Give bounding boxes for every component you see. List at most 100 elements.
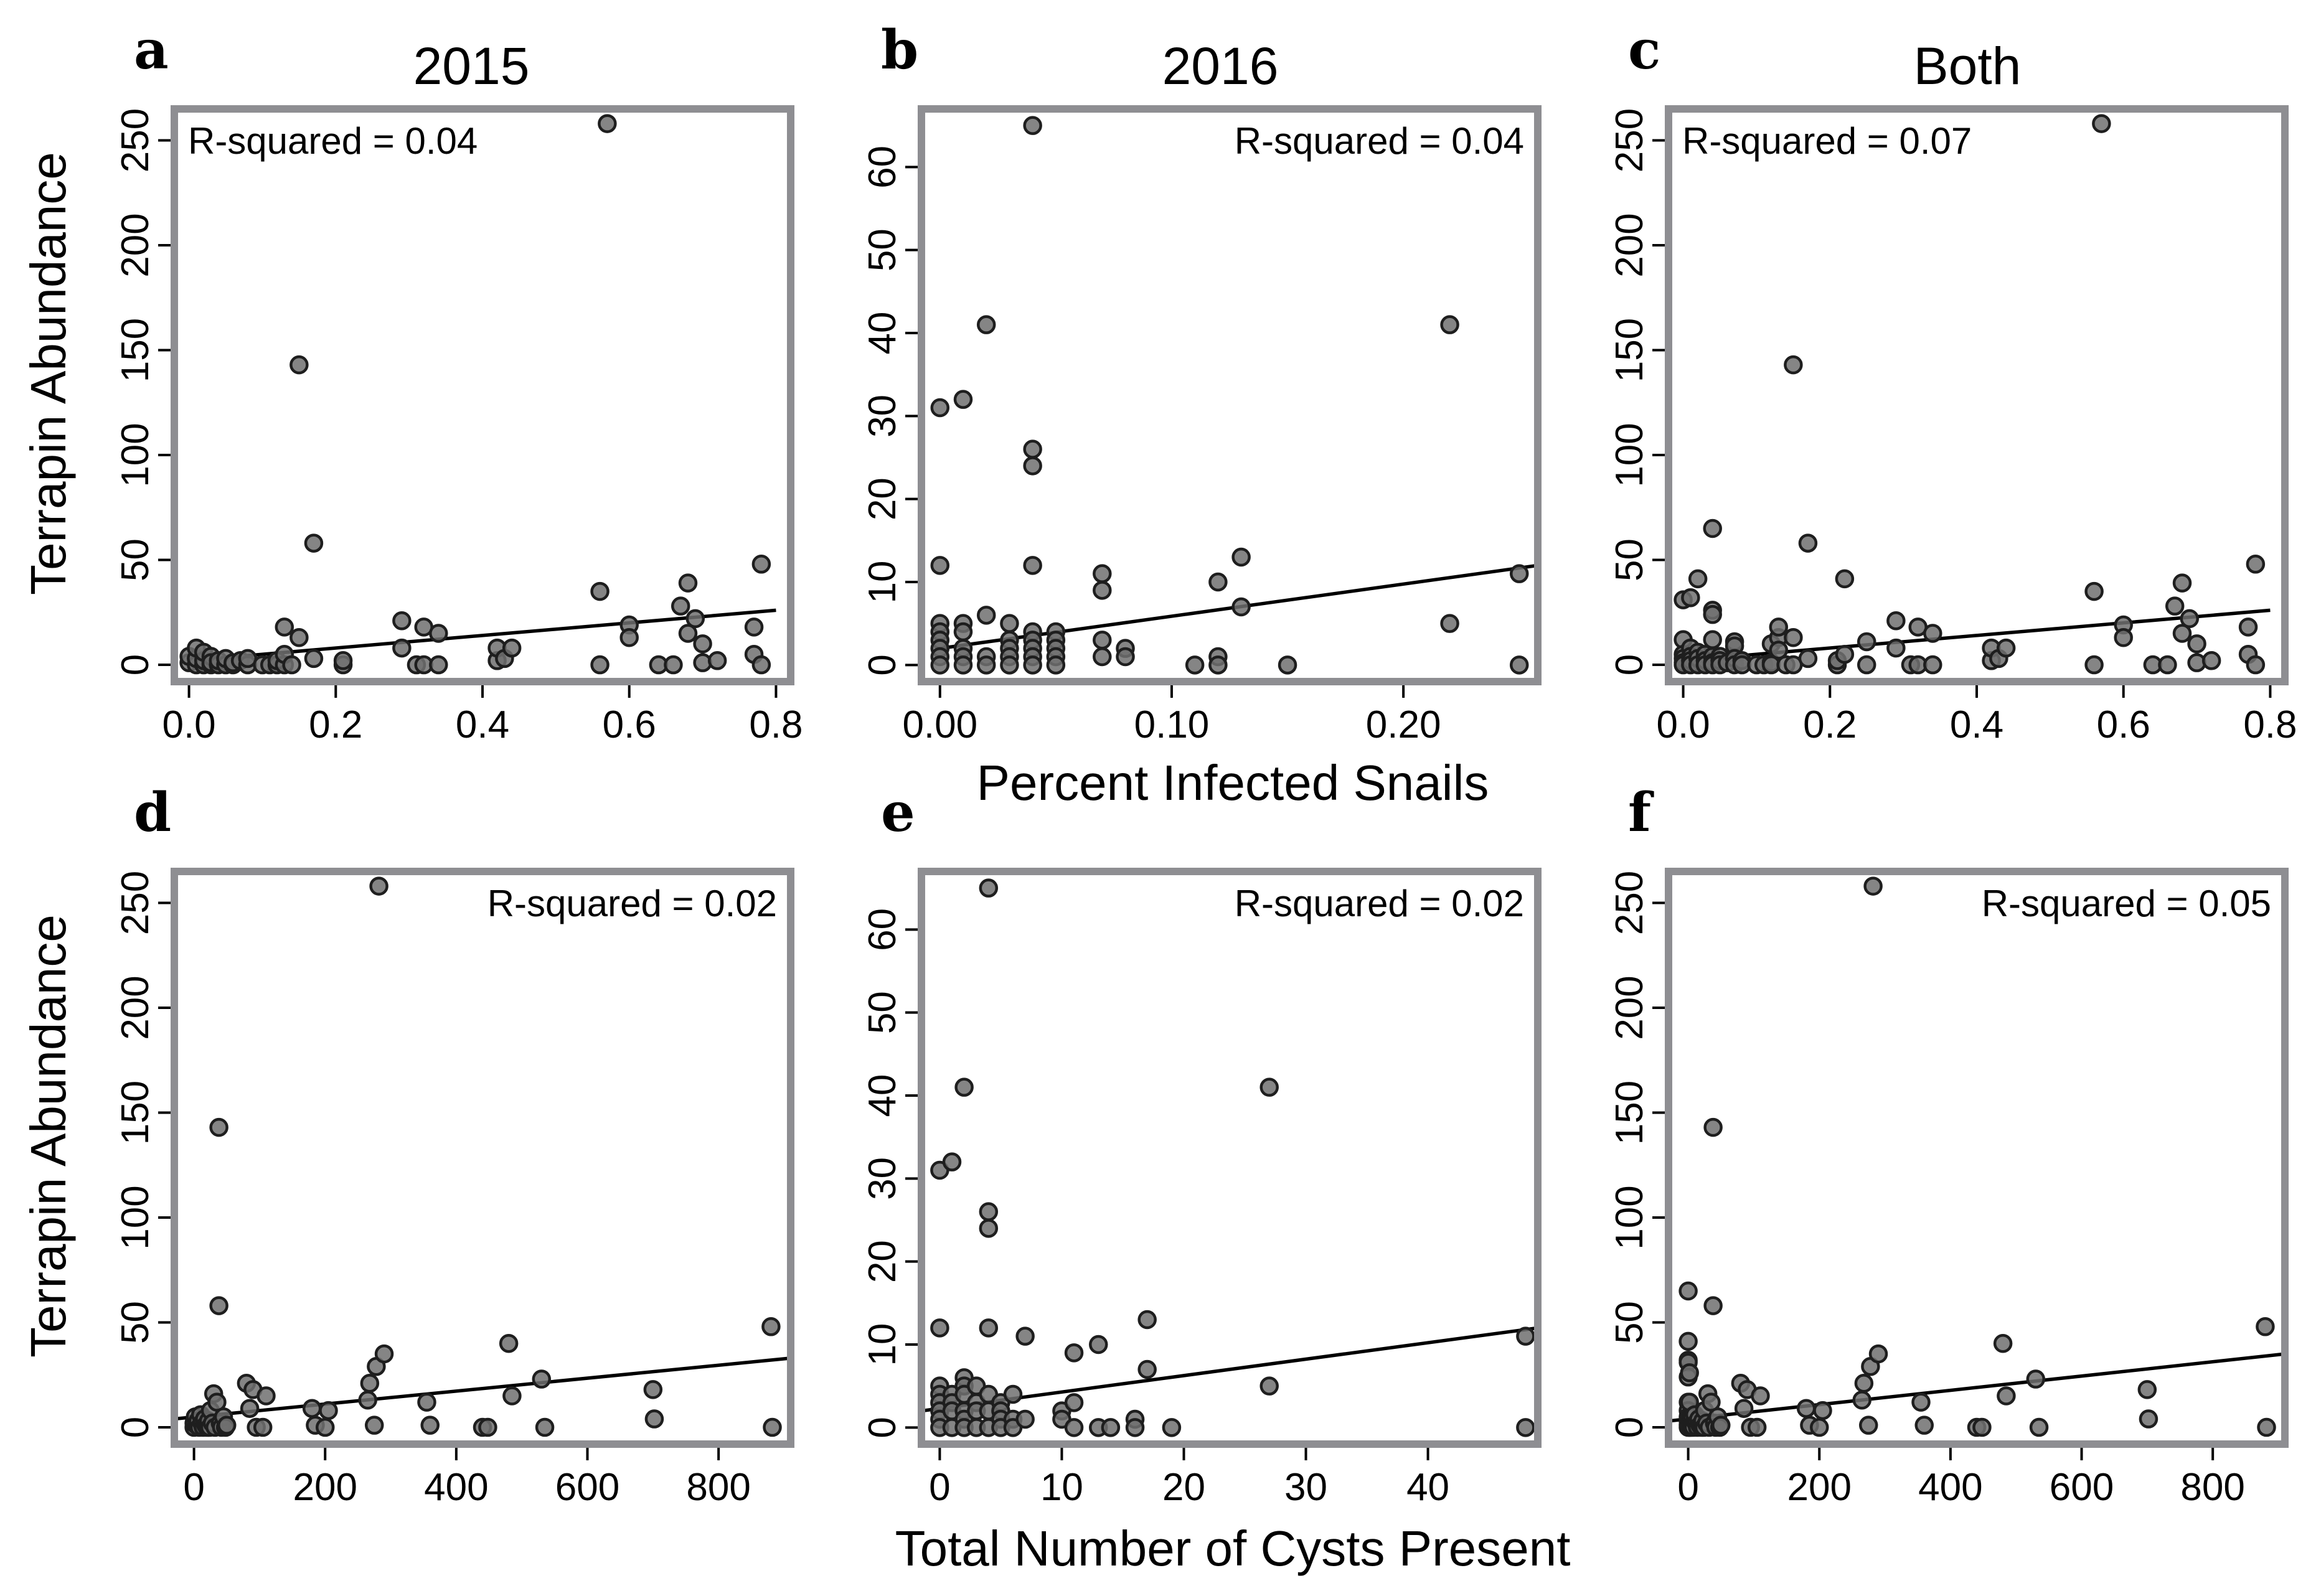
x-tick-label: 0.8 (2243, 703, 2297, 746)
data-point (1747, 1417, 1767, 1437)
data-point (2201, 651, 2221, 670)
x-tick-label: 600 (2050, 1466, 2114, 1509)
data-point (2029, 1417, 2049, 1437)
data-point (1093, 631, 1112, 650)
y-tick-label: 0 (114, 654, 157, 675)
x-tick-label: 0 (929, 1466, 950, 1509)
data-point (1023, 456, 1042, 476)
data-point (1997, 1386, 2016, 1406)
y-tick-label: 100 (114, 423, 157, 487)
data-point (1440, 614, 1459, 633)
panel-c: c 0.0 0.2 0.4 0.6 0.8 0 50 100 150 200 250 R-squared… (1608, 19, 2297, 746)
data-point (275, 617, 294, 637)
data-point (976, 606, 996, 625)
x-tick-label: 0.00 (902, 703, 977, 746)
data-point (392, 611, 412, 631)
x-tick-label: 0.4 (1950, 703, 2003, 746)
data-point (1923, 655, 1942, 675)
data-point (1711, 1415, 1731, 1435)
data-point (1023, 655, 1042, 675)
data-point (763, 1417, 782, 1437)
data-point (953, 390, 973, 409)
data-point (953, 622, 973, 642)
data-point (420, 1415, 440, 1435)
data-point (1923, 624, 1942, 643)
panel-frame (1665, 868, 2289, 1448)
data-point (1162, 1418, 1182, 1437)
x-tick-label: 0.8 (749, 703, 803, 746)
data-point (499, 1333, 519, 1353)
data-point (954, 1077, 974, 1097)
data-point (1835, 569, 1855, 589)
data-point (1101, 1418, 1121, 1437)
data-point (942, 1152, 962, 1171)
x-tick-label: 0.20 (1366, 703, 1441, 746)
panel-b: b 0.00 0.10 0.20 0 10 20 30 40 50 60 R-squared = 0.… (861, 19, 1542, 746)
y-tick-label: 20 (861, 477, 904, 520)
y-tick-label: 50 (861, 228, 904, 271)
data-point (1208, 655, 1228, 675)
data-point (1798, 649, 1818, 669)
data-point (369, 876, 388, 896)
data-point (1259, 1376, 1279, 1396)
data-point (2114, 627, 2133, 647)
x-tick-label: 0.6 (2097, 703, 2150, 746)
y-tick-label: 30 (861, 395, 904, 438)
data-point (2172, 624, 2192, 643)
data-point (1911, 1392, 1931, 1412)
panel-letter-c: c (1628, 19, 1660, 82)
x-axis-title-bottom: Total Number of Cysts Present (895, 1521, 1571, 1576)
x-tick-label: 800 (2180, 1466, 2244, 1509)
y-tick-label: 100 (114, 1185, 157, 1249)
y-tick-label: 0 (1608, 654, 1651, 675)
data-point (1023, 556, 1042, 575)
y-tick-label: 50 (1608, 1301, 1651, 1344)
data-point (257, 1386, 276, 1406)
y-tick-label: 30 (861, 1157, 904, 1200)
panel-f: f 0 200 400 600 800 0 50 100 150 200 250 R-squared =… (1608, 781, 2289, 1509)
data-point (1046, 655, 1066, 675)
data-point (598, 114, 617, 133)
data-point (1208, 572, 1228, 592)
data-point (1678, 1281, 1698, 1301)
y-tick-label: 10 (861, 561, 904, 604)
data-point (1996, 638, 2016, 658)
x-tick-label: 400 (424, 1466, 488, 1509)
data-point (930, 556, 950, 575)
panel-letter-b: b (881, 19, 918, 82)
x-tick-label: 800 (686, 1466, 750, 1509)
panel-frame (1665, 105, 2289, 685)
data-point (1137, 1359, 1157, 1379)
data-point (217, 1415, 237, 1435)
data-point (1064, 1343, 1084, 1363)
r-squared-label: R-squared = 0.04 (188, 120, 478, 162)
column-title-both: Both (1914, 37, 2022, 95)
data-point (1093, 647, 1112, 667)
data-point (535, 1417, 555, 1437)
data-point (302, 1399, 322, 1418)
data-point (1784, 627, 1803, 647)
data-point (2139, 1409, 2159, 1429)
x-tick-label: 600 (555, 1466, 619, 1509)
data-point (1813, 1401, 1832, 1420)
data-point (2084, 655, 2104, 675)
panel-d: d 0 200 400 600 800 0 50 100 150 200 250 R-squared =… (114, 781, 794, 1509)
data-point (429, 655, 448, 675)
data-point (1868, 1344, 1888, 1364)
y-tick-label: 40 (861, 1074, 904, 1117)
data-point (664, 655, 683, 675)
x-tick-label: 40 (1406, 1466, 1449, 1509)
data-point (1886, 638, 1906, 658)
data-point (1015, 1409, 1035, 1429)
column-title-2015: 2015 (413, 37, 530, 95)
data-point (2246, 655, 2266, 675)
x-tick-label: 400 (1918, 1466, 1982, 1509)
data-point (1064, 1418, 1084, 1437)
data-point (2238, 617, 2258, 637)
r-squared-label: R-squared = 0.05 (1982, 883, 2271, 924)
data-point (1972, 1417, 1992, 1437)
y-tick-label: 0 (861, 654, 904, 675)
data-point (1914, 1415, 1934, 1435)
